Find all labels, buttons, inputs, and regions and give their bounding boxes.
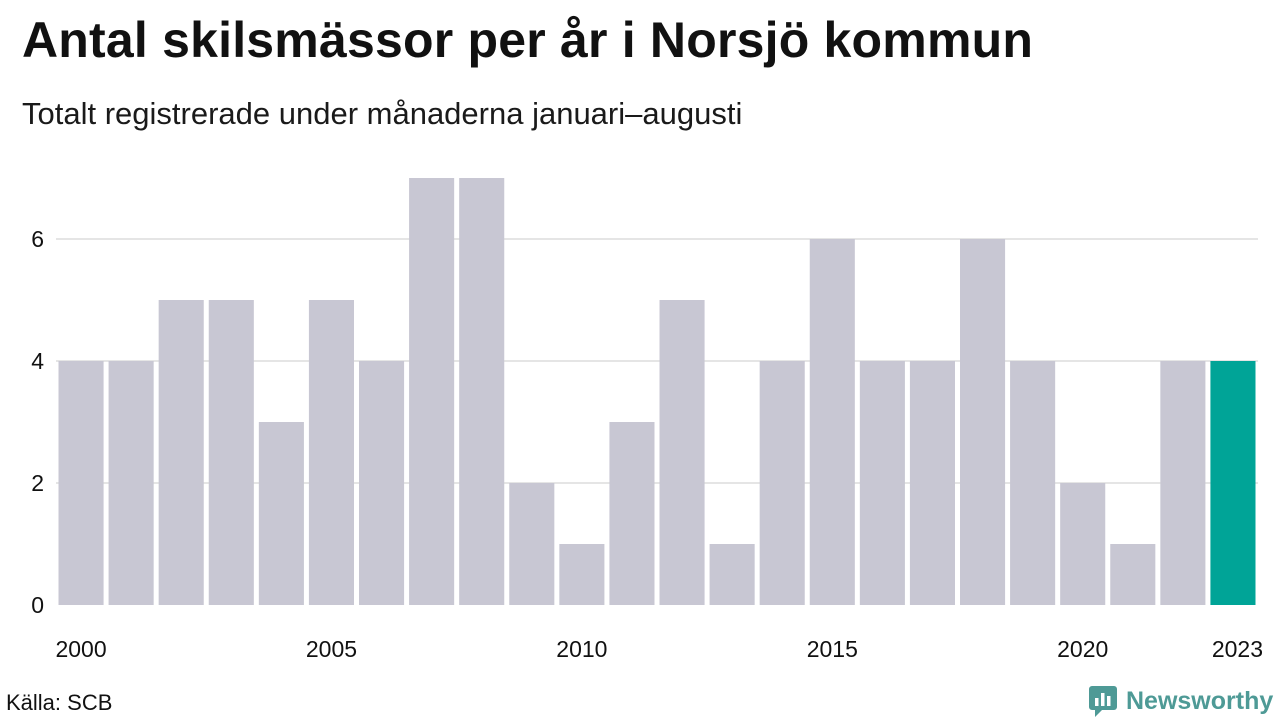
x-tick-label: 2023	[1212, 636, 1263, 662]
newsworthy-logo-text: Newsworthy	[1126, 687, 1274, 715]
bar-2020	[1060, 483, 1106, 605]
y-tick-label: 4	[31, 348, 44, 374]
x-tick-label: 2005	[306, 636, 357, 662]
bar-2005	[308, 300, 354, 605]
bar-2010	[559, 544, 605, 605]
x-tick-label: 2010	[556, 636, 607, 662]
y-tick-label: 0	[31, 592, 44, 618]
bar-2003	[208, 300, 254, 605]
bar-2001	[108, 361, 154, 605]
x-tick-label: 2015	[807, 636, 858, 662]
bar-2023	[1210, 361, 1256, 605]
x-tick-label: 2020	[1057, 636, 1108, 662]
y-tick-label: 6	[31, 226, 44, 252]
bar-2014	[759, 361, 805, 605]
bar-2017	[909, 361, 955, 605]
bar-2018	[960, 239, 1006, 605]
bar-2016	[859, 361, 905, 605]
bar-2009	[509, 483, 555, 605]
x-tick-label: 2000	[55, 636, 106, 662]
x-axis-ticks: 2000 2005 2010 2015 2020 2023	[55, 636, 1263, 662]
bar-2000	[58, 361, 104, 605]
newsworthy-logo-icon	[1089, 686, 1117, 717]
bar-2011	[609, 422, 655, 605]
bar-2002	[158, 300, 204, 605]
bar-2022	[1160, 361, 1206, 605]
chart-subtitle: Totalt registrerade under månaderna janu…	[22, 96, 743, 131]
source-note: Källa: SCB	[6, 690, 113, 715]
y-axis-ticks: 0 2 4 6	[31, 226, 44, 618]
bar-2007	[409, 178, 455, 605]
bar-2004	[258, 422, 304, 605]
bars	[58, 178, 1256, 605]
gridlines	[56, 238, 1258, 484]
chart-title: Antal skilsmässor per år i Norsjö kommun	[22, 12, 1034, 68]
bar-2008	[459, 178, 505, 605]
bar-2021	[1110, 544, 1156, 605]
bar-2006	[359, 361, 405, 605]
bar-2015	[809, 239, 855, 605]
y-tick-label: 2	[31, 470, 44, 496]
newsworthy-logo: Newsworthy	[1088, 684, 1273, 718]
bar-2012	[659, 300, 705, 605]
bar-2013	[709, 544, 755, 605]
bar-2019	[1010, 361, 1056, 605]
